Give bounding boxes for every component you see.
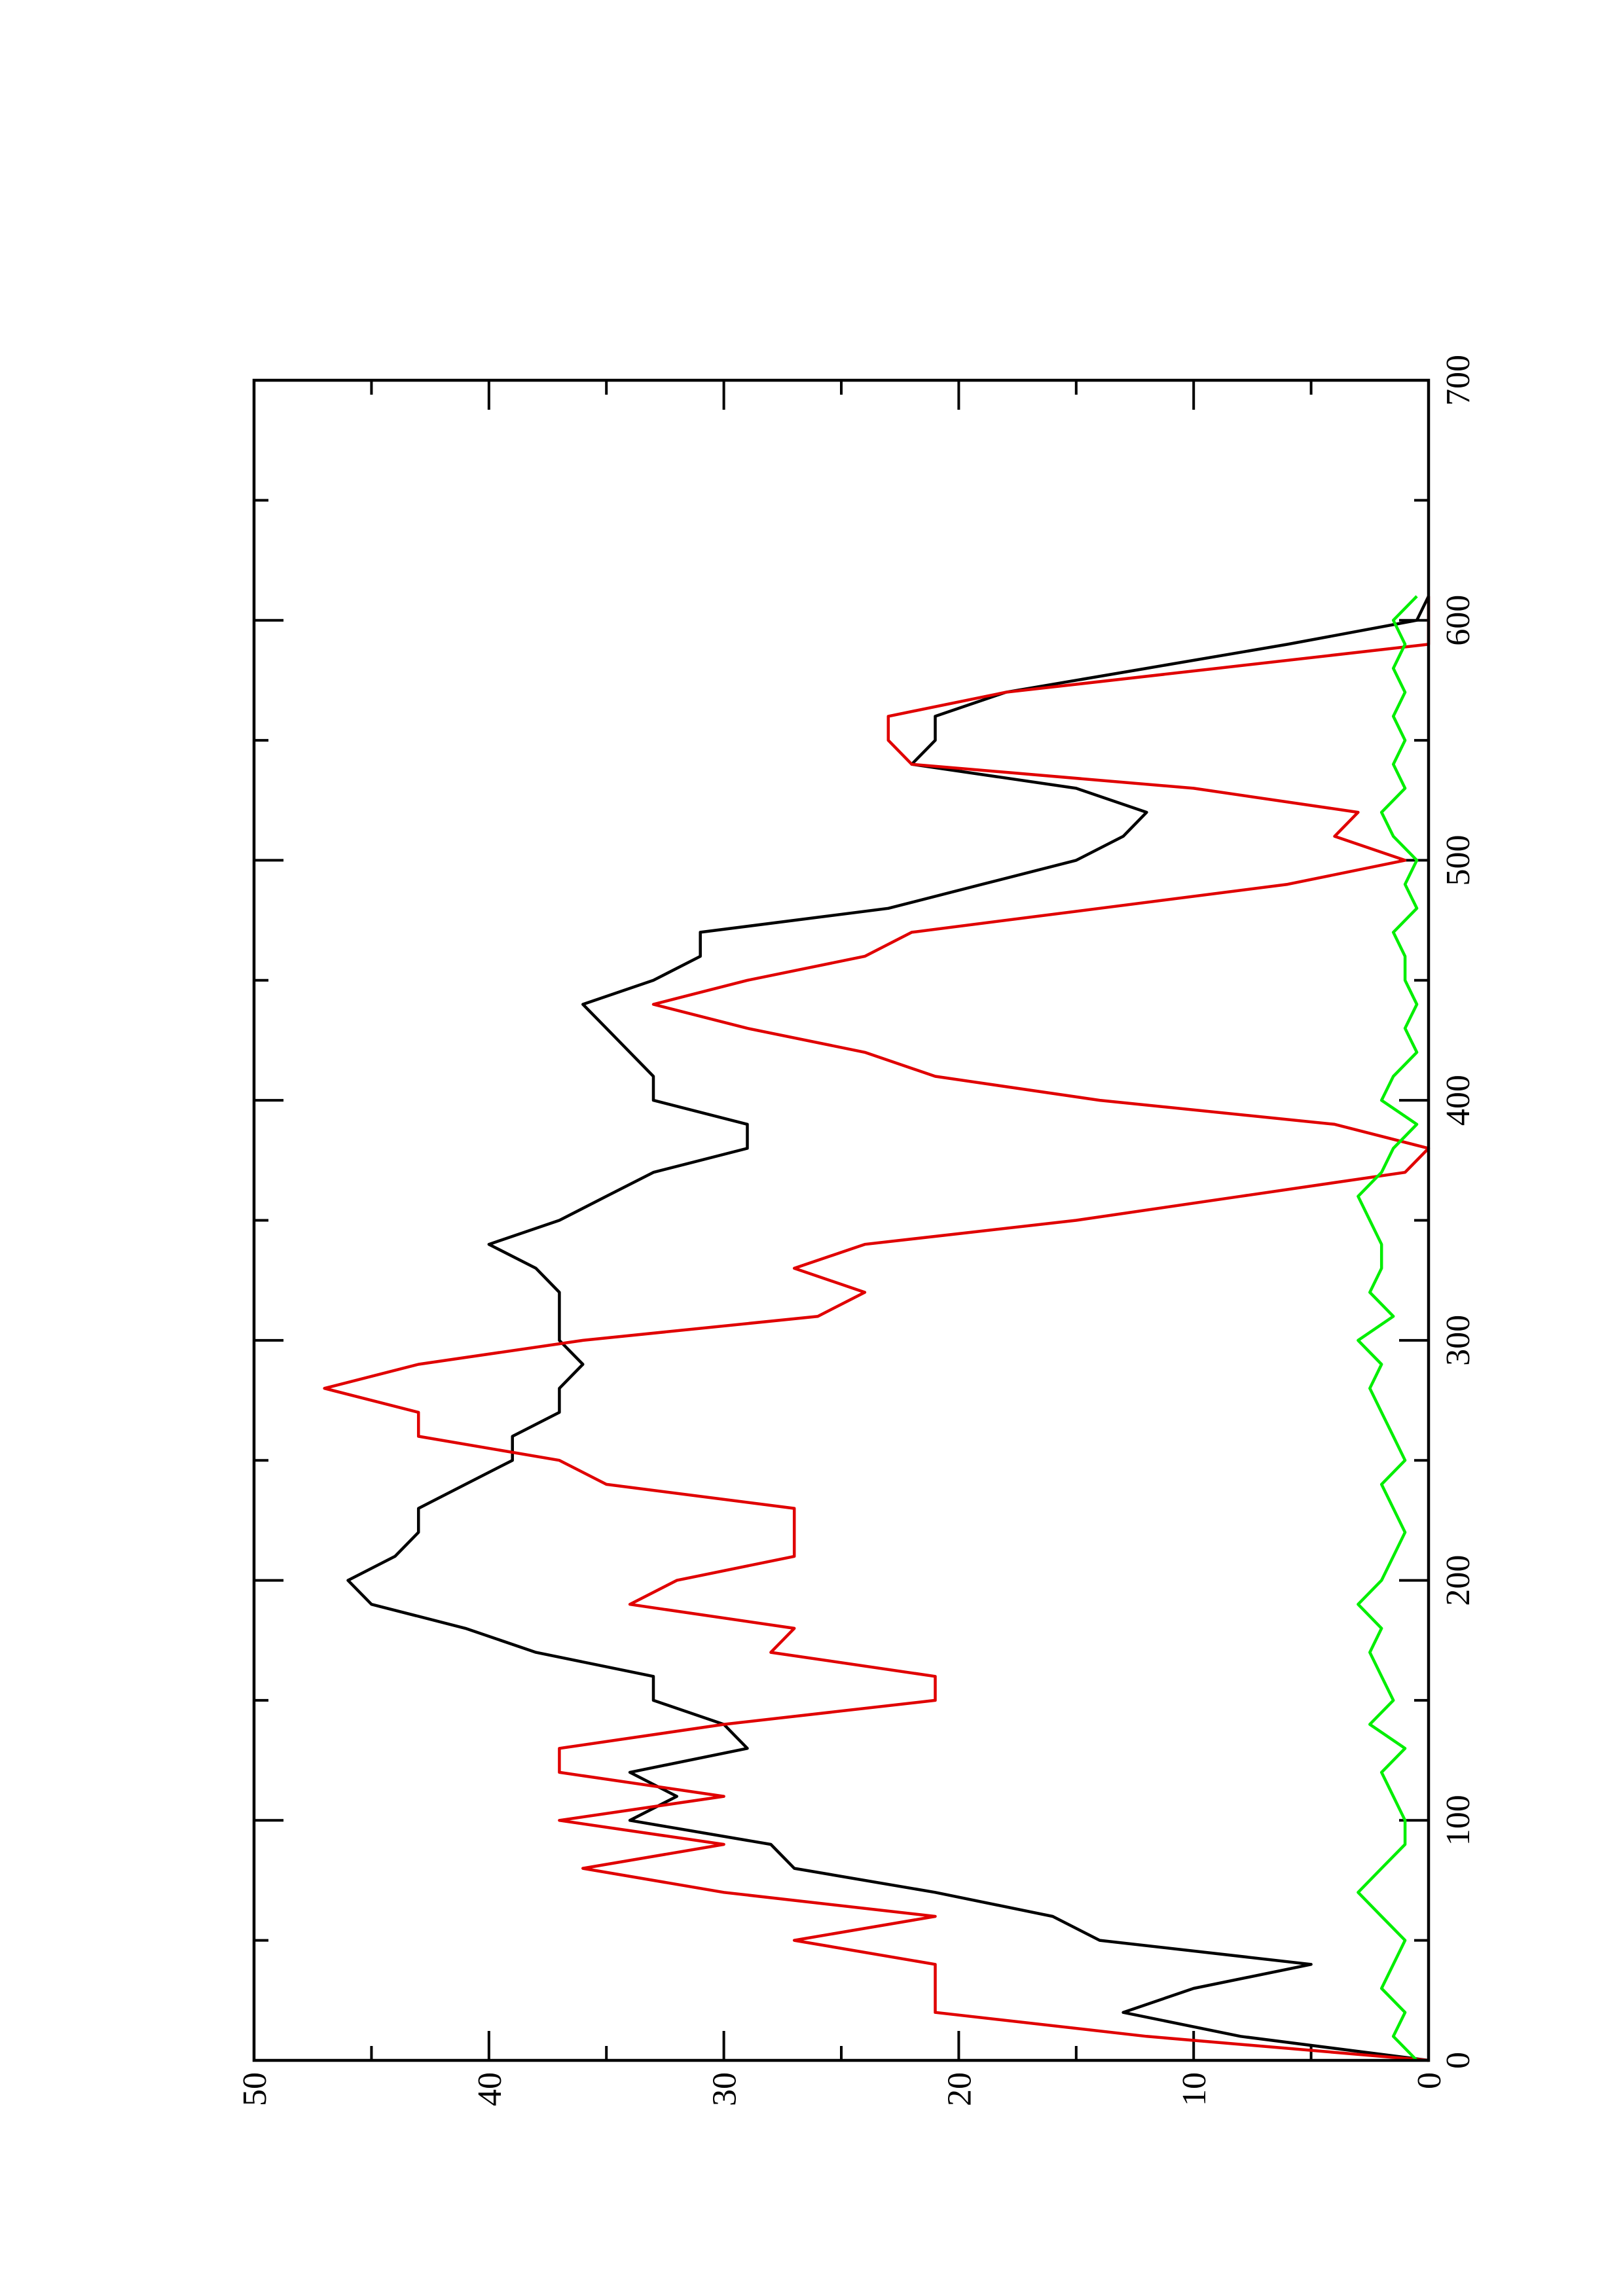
x-tick-label: 100 [1440,1795,1477,1846]
series-line [346,596,1431,2062]
series-line [1357,595,1419,2062]
y-tick-label: 0 [1411,2072,1448,2089]
x-tick-label: 0 [1440,2052,1477,2069]
series-line [323,596,1431,2062]
x-tick-label: 700 [1440,355,1477,406]
x-tick-label: 400 [1440,1075,1477,1126]
plot-area: 0 100 200 300 400 500 600 700 0 10 20 30 40 50 [236,355,1477,2106]
y-tick-label: 40 [471,2072,509,2106]
x-tick-label: 600 [1440,595,1477,646]
y-tick-label: 10 [1176,2072,1213,2106]
x-tick-label: 200 [1440,1555,1477,1606]
y-tick-label: 30 [706,2072,744,2106]
x-tick-label: 300 [1440,1315,1477,1366]
x-tick-label: 500 [1440,834,1477,886]
y-tick-label: 20 [941,2072,978,2106]
y-tick-label: 50 [236,2072,274,2106]
plot-frame [252,378,1431,2062]
